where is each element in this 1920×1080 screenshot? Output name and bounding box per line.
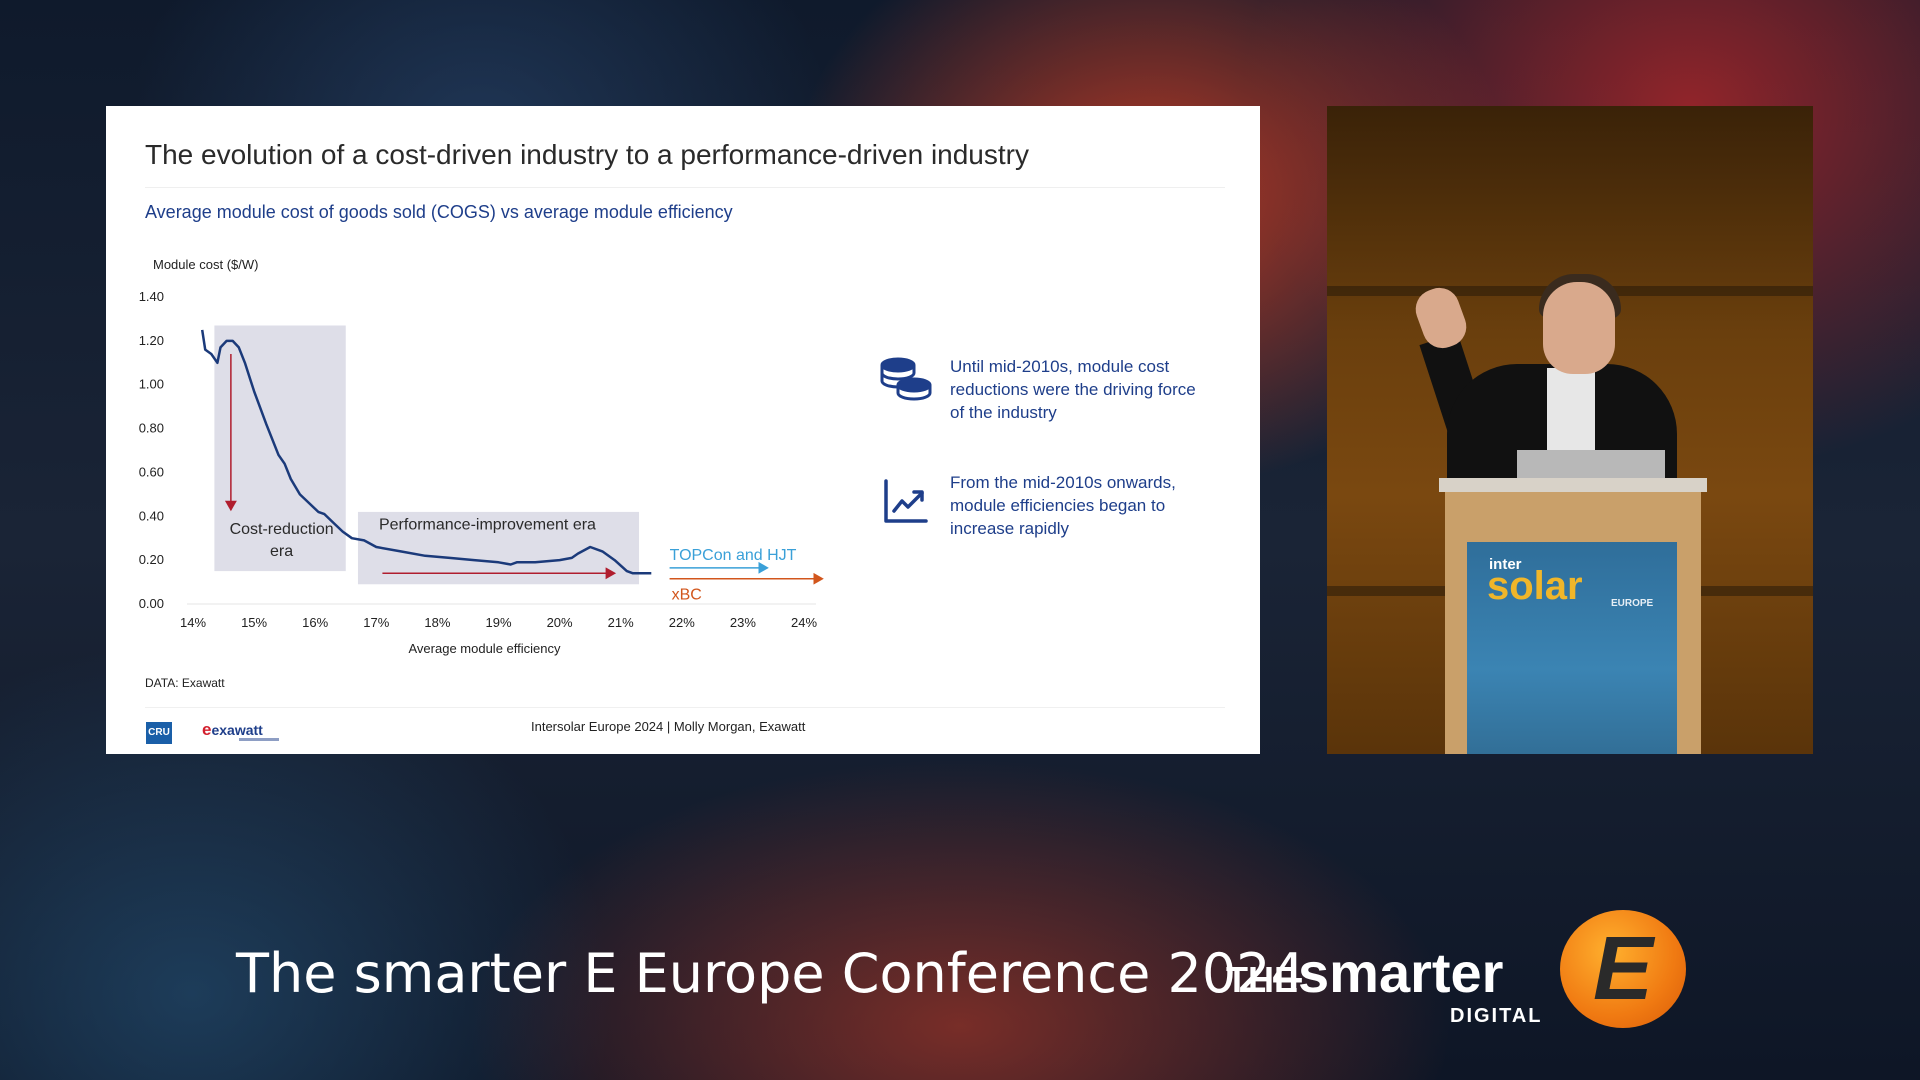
exawatt-logo: eexawatt — [202, 720, 263, 739]
x-tick-label: 19% — [485, 615, 511, 630]
slide-subtitle: Average module cost of goods sold (COGS)… — [145, 202, 733, 222]
y-tick-label: 1.40 — [139, 289, 164, 304]
coins-icon — [878, 355, 934, 408]
speaker-head — [1543, 282, 1615, 374]
data-source-note: DATA: Exawatt — [145, 676, 225, 690]
x-tick-label: 22% — [669, 615, 695, 630]
xbc-label: xBC — [672, 587, 702, 604]
conference-title: The smarter E Europe Conference 2024 — [236, 942, 1305, 1005]
slide-title: The evolution of a cost-driven industry … — [145, 139, 1029, 170]
y-tick-label: 0.60 — [139, 464, 164, 479]
x-tick-label: 23% — [730, 615, 756, 630]
cost-reduction-label-line2: era — [270, 543, 293, 560]
y-tick-label: 0.00 — [139, 596, 164, 611]
brand-smarter: smarter — [1298, 941, 1504, 1004]
brand-e-emblem: E — [1560, 910, 1686, 1028]
cost-vs-efficiency-chart: Module cost ($/W) Average module efficien… — [139, 257, 824, 656]
x-tick-label: 14% — [180, 615, 206, 630]
cru-logo: CRU — [146, 722, 172, 744]
x-tick-label: 20% — [547, 615, 573, 630]
x-tick-label: 16% — [302, 615, 328, 630]
annotation-efficiency-increase: From the mid-2010s onwards, module effic… — [950, 473, 1176, 538]
topcon-hjt-label: TOPCon and HJT — [670, 547, 797, 564]
x-tick-label: 15% — [241, 615, 267, 630]
y-tick-label: 0.40 — [139, 508, 164, 523]
footer-divider — [145, 707, 1225, 708]
brand-digital: DIGITAL — [1450, 1005, 1543, 1027]
y-tick-label: 0.20 — [139, 552, 164, 567]
cost-reduction-era-shade — [214, 325, 346, 572]
lectern-top — [1439, 478, 1707, 492]
speaker-video: inter solar EUROPE — [1327, 106, 1813, 754]
title-divider — [145, 187, 1225, 188]
trend-up-chart-icon — [882, 479, 930, 530]
lectern-logo-inter: inter — [1489, 556, 1522, 573]
performance-era-label: Performance-improvement era — [379, 516, 596, 533]
lectern-sign — [1467, 542, 1677, 754]
x-tick-label: 18% — [424, 615, 450, 630]
cost-reduction-label-line1: Cost-reduction — [230, 521, 334, 538]
exawatt-logo-text: exawatt — [211, 722, 263, 738]
x-axis-label: Average module efficiency — [408, 641, 561, 656]
x-tick-label: 17% — [363, 615, 389, 630]
slide-footer: Intersolar Europe 2024 | Molly Morgan, E… — [531, 719, 806, 734]
lectern-logo-europe: EUROPE — [1611, 598, 1654, 609]
annotation-cost-reductions: Until mid-2010s, module cost reductions … — [950, 357, 1196, 422]
the-smarter-e-logo: THEsmarter — [1226, 940, 1503, 1005]
y-tick-label: 0.80 — [139, 421, 164, 436]
lectern-logo-solar: solar — [1487, 564, 1583, 608]
y-tick-label: 1.20 — [139, 333, 164, 348]
speaker-shirt — [1547, 368, 1595, 458]
exawatt-logo-tagline — [239, 738, 279, 741]
x-tick-label: 24% — [791, 615, 817, 630]
laptop — [1517, 450, 1665, 482]
module-cost-line — [200, 329, 652, 575]
y-tick-label: 1.00 — [139, 377, 164, 392]
x-tick-label: 21% — [608, 615, 634, 630]
y-axis-label: Module cost ($/W) — [153, 257, 258, 272]
brand-the: THE — [1226, 959, 1298, 1000]
presentation-slide: The evolution of a cost-driven industry … — [106, 106, 1260, 754]
